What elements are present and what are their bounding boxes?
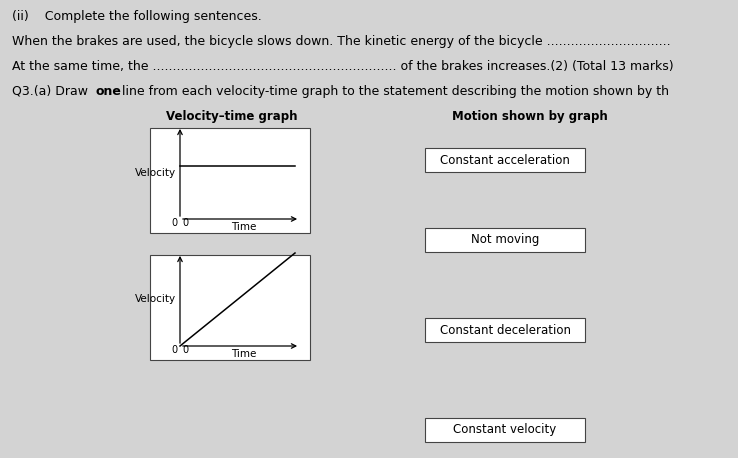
Text: Q3.(a) Draw: Q3.(a) Draw xyxy=(12,85,92,98)
Text: Constant deceleration: Constant deceleration xyxy=(440,323,570,337)
Text: Velocity: Velocity xyxy=(135,294,176,305)
Text: Not moving: Not moving xyxy=(471,234,539,246)
Text: At the same time, the ..........................................................: At the same time, the ..................… xyxy=(12,60,674,73)
Bar xyxy=(150,255,310,360)
Bar xyxy=(425,418,585,442)
Bar xyxy=(425,148,585,172)
Text: Time: Time xyxy=(231,222,257,232)
Text: 0: 0 xyxy=(172,345,178,355)
Bar xyxy=(150,128,310,233)
Bar xyxy=(425,228,585,252)
Text: one: one xyxy=(96,85,122,98)
Text: line from each velocity-time graph to the statement describing the motion shown : line from each velocity-time graph to th… xyxy=(118,85,669,98)
Text: 0: 0 xyxy=(182,345,188,355)
Text: 0: 0 xyxy=(172,218,178,228)
Text: Velocity: Velocity xyxy=(135,168,176,178)
Text: (ii)    Complete the following sentences.: (ii) Complete the following sentences. xyxy=(12,10,262,23)
Text: When the brakes are used, the bicycle slows down. The kinetic energy of the bicy: When the brakes are used, the bicycle sl… xyxy=(12,35,671,48)
Text: Constant velocity: Constant velocity xyxy=(453,424,556,436)
Text: Motion shown by graph: Motion shown by graph xyxy=(452,110,608,123)
Text: 0: 0 xyxy=(182,218,188,228)
Text: Time: Time xyxy=(231,349,257,359)
Text: Constant acceleration: Constant acceleration xyxy=(440,153,570,167)
Text: Velocity–time graph: Velocity–time graph xyxy=(166,110,297,123)
Bar xyxy=(425,318,585,342)
